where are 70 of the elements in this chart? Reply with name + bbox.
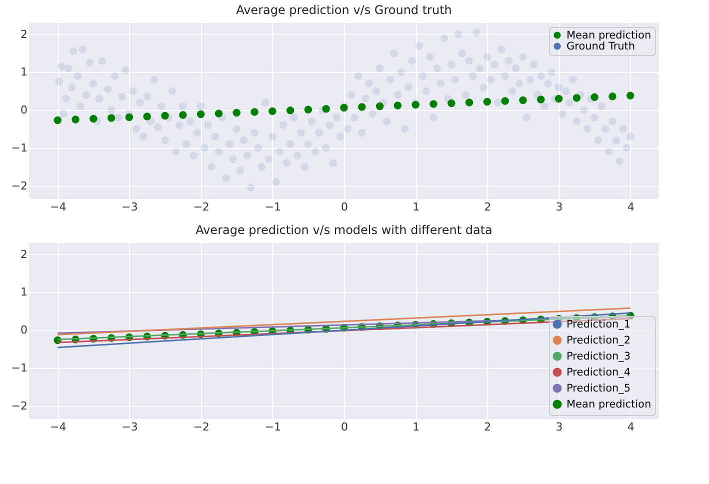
- x-tick-label: −2: [193, 420, 210, 434]
- y-tick-label: 2: [20, 28, 28, 41]
- point: [232, 108, 240, 117]
- point: [179, 111, 187, 119]
- x-tick-label: 1: [412, 420, 420, 434]
- point: [626, 92, 634, 100]
- x-tick-label: 4: [627, 420, 634, 434]
- x-tick-label: −1: [264, 420, 282, 434]
- legend-label: Prediction_5: [566, 382, 631, 394]
- point: [430, 100, 438, 108]
- point: [590, 93, 598, 102]
- x-tick-label: −4: [50, 420, 66, 434]
- legend-label: Prediction_3: [566, 350, 631, 362]
- point: [72, 116, 80, 124]
- point: [286, 106, 294, 114]
- point: [196, 110, 205, 118]
- legend-label: Prediction_4: [566, 366, 631, 378]
- point: [322, 105, 330, 113]
- point: [90, 114, 98, 123]
- point: [394, 102, 402, 110]
- x-tick-label: 0: [341, 420, 348, 434]
- x-tick-label: 3: [556, 420, 563, 434]
- point: [412, 100, 420, 109]
- point: [376, 102, 384, 110]
- y-tick-label: −1: [11, 141, 28, 154]
- chart-title: Average prediction v/s models with different data: [196, 223, 492, 237]
- point: [572, 94, 581, 102]
- y-tick-label: 0: [20, 104, 28, 117]
- x-tick-label: 4: [627, 200, 634, 214]
- point: [483, 98, 492, 106]
- x-tick-label: −3: [122, 200, 138, 214]
- point: [161, 112, 169, 120]
- x-tick-label: −4: [50, 200, 66, 214]
- y-tick-label: −2: [11, 399, 28, 412]
- chart-title: Average prediction v/s Ground truth: [236, 3, 452, 17]
- y-tick-label: 1: [20, 66, 28, 79]
- legend-label: Mean prediction: [566, 29, 652, 42]
- x-tick-label: 0: [341, 200, 348, 214]
- y-tick-label: −1: [11, 361, 28, 374]
- x-tick-label: 1: [412, 200, 420, 214]
- y-tick-label: 2: [20, 248, 28, 261]
- point: [54, 116, 62, 124]
- point: [125, 113, 134, 122]
- point: [214, 110, 223, 118]
- legend-label: Prediction_2: [566, 334, 631, 346]
- y-tick-label: −2: [11, 179, 28, 192]
- point: [554, 94, 563, 103]
- x-tick-label: −1: [264, 200, 282, 214]
- x-tick-label: −2: [193, 200, 210, 214]
- point: [537, 96, 545, 104]
- y-tick-label: 1: [20, 286, 28, 299]
- point: [143, 112, 151, 120]
- point: [304, 106, 312, 114]
- point: [519, 96, 527, 104]
- point: [465, 98, 474, 106]
- point: [358, 103, 366, 111]
- legend-label: Mean prediction: [566, 398, 652, 410]
- point: [448, 99, 456, 108]
- point: [268, 107, 276, 116]
- point: [250, 108, 258, 116]
- x-tick-label: 2: [484, 420, 492, 434]
- point: [107, 114, 116, 122]
- point: [501, 97, 509, 105]
- x-tick-label: 2: [484, 200, 492, 214]
- legend-label: Ground Truth: [566, 40, 636, 52]
- legend-label: Prediction_1: [566, 318, 631, 330]
- x-tick-label: 3: [556, 200, 563, 214]
- point: [608, 92, 616, 100]
- y-tick-label: 0: [20, 324, 28, 337]
- x-tick-label: −3: [122, 420, 138, 434]
